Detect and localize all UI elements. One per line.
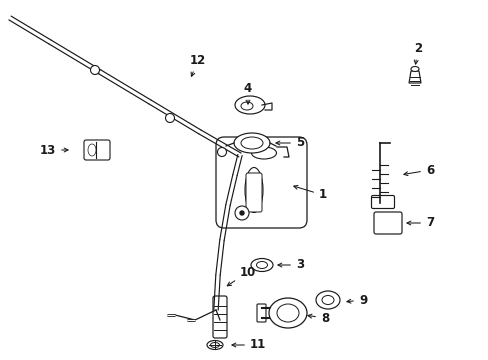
- Circle shape: [90, 66, 99, 75]
- FancyBboxPatch shape: [371, 195, 394, 208]
- Polygon shape: [408, 71, 420, 83]
- Text: 12: 12: [189, 54, 206, 76]
- Text: 2: 2: [413, 41, 421, 64]
- Ellipse shape: [210, 342, 219, 347]
- FancyBboxPatch shape: [216, 137, 306, 228]
- Text: 5: 5: [275, 136, 304, 149]
- FancyBboxPatch shape: [257, 304, 265, 322]
- Text: 9: 9: [346, 293, 366, 306]
- Ellipse shape: [256, 261, 267, 269]
- FancyBboxPatch shape: [245, 173, 262, 212]
- Ellipse shape: [241, 137, 263, 149]
- FancyBboxPatch shape: [213, 296, 226, 338]
- Circle shape: [165, 113, 174, 122]
- Ellipse shape: [206, 341, 223, 350]
- FancyBboxPatch shape: [84, 140, 110, 160]
- Text: 6: 6: [403, 163, 433, 176]
- Circle shape: [240, 211, 244, 215]
- Ellipse shape: [241, 102, 252, 110]
- Ellipse shape: [235, 96, 264, 114]
- Circle shape: [217, 148, 226, 157]
- Text: 10: 10: [227, 266, 256, 286]
- Ellipse shape: [321, 296, 333, 305]
- Text: 7: 7: [406, 216, 433, 230]
- Ellipse shape: [234, 133, 269, 153]
- Ellipse shape: [250, 258, 272, 271]
- Text: 1: 1: [293, 185, 326, 202]
- Text: 13: 13: [40, 144, 68, 157]
- FancyBboxPatch shape: [373, 212, 401, 234]
- Circle shape: [235, 206, 248, 220]
- Ellipse shape: [410, 67, 418, 72]
- Text: 4: 4: [244, 81, 252, 104]
- Ellipse shape: [315, 291, 339, 309]
- Ellipse shape: [244, 167, 263, 212]
- Ellipse shape: [276, 304, 298, 322]
- Text: 8: 8: [307, 311, 328, 324]
- Text: 3: 3: [277, 258, 304, 271]
- Ellipse shape: [268, 298, 306, 328]
- Text: 11: 11: [231, 338, 265, 351]
- Ellipse shape: [251, 147, 276, 159]
